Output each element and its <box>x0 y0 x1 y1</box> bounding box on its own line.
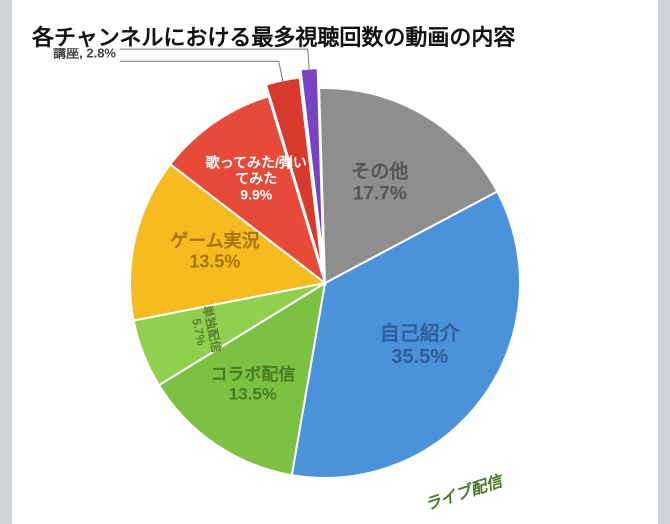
slice-label: その他17.7% <box>351 160 408 205</box>
pie-chart: ライブ配信自己紹介35.5%コラボ配信13.5%単独配信5.7%ゲーム実況13.… <box>15 48 655 518</box>
card: 各チャンネルにおける最多視聴回数の動画の内容 ライブ配信自己紹介35.5%コラボ… <box>12 0 658 524</box>
live-callout-label: ライブ配信 <box>422 470 507 514</box>
pie-svg: ライブ配信自己紹介35.5%コラボ配信13.5%単独配信5.7%ゲーム実況13.… <box>15 48 655 518</box>
leader-line <box>120 61 283 84</box>
external-label: 講座, 2.8% <box>53 48 116 60</box>
